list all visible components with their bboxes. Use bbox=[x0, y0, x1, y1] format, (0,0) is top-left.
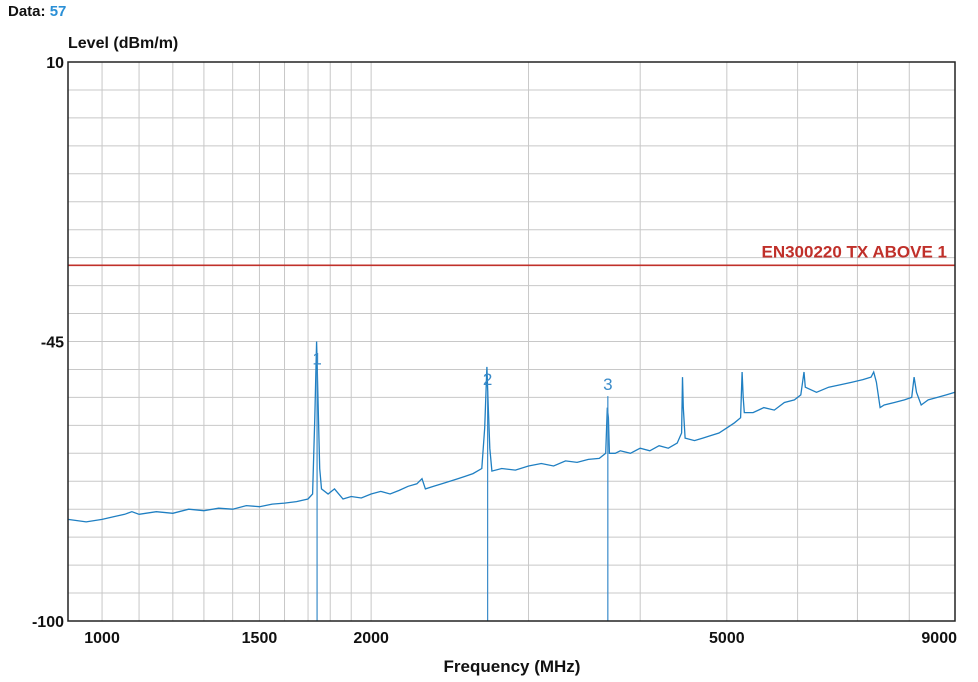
grid bbox=[68, 62, 956, 621]
x-tick-label: 1000 bbox=[84, 630, 120, 647]
x-tick-label: 5000 bbox=[709, 630, 745, 647]
y-tick-label: -100 bbox=[32, 614, 64, 631]
x-tick-label: 9000 bbox=[921, 630, 957, 647]
x-tick-label: 1500 bbox=[242, 630, 278, 647]
y-axis-label: Level (dBm/m) bbox=[68, 35, 178, 52]
x-tick-label: 2000 bbox=[353, 630, 389, 647]
plot-frame bbox=[67, 61, 956, 622]
limit-line-label: EN300220 TX ABOVE 1 bbox=[761, 242, 947, 261]
y-axis-ticks: 10 -45 -100 bbox=[32, 55, 64, 631]
marker-label: 2 bbox=[483, 370, 492, 389]
markers: 1 2 3 bbox=[312, 350, 613, 621]
data-label: Data: bbox=[8, 3, 46, 20]
limit-line-group: EN300220 TX ABOVE 1 bbox=[68, 242, 955, 267]
marker-label: 3 bbox=[603, 375, 612, 394]
y-tick-label: -45 bbox=[41, 335, 64, 352]
series-line bbox=[67, 341, 956, 523]
data-value: 57 bbox=[49, 3, 67, 20]
data-count: Data: 57 bbox=[8, 3, 66, 20]
y-tick-label: 10 bbox=[46, 55, 64, 72]
x-axis-ticks: 1000 1500 2000 5000 9000 bbox=[84, 630, 957, 647]
marker-label: 1 bbox=[312, 350, 321, 369]
x-axis-label: Frequency (MHz) bbox=[444, 657, 581, 676]
